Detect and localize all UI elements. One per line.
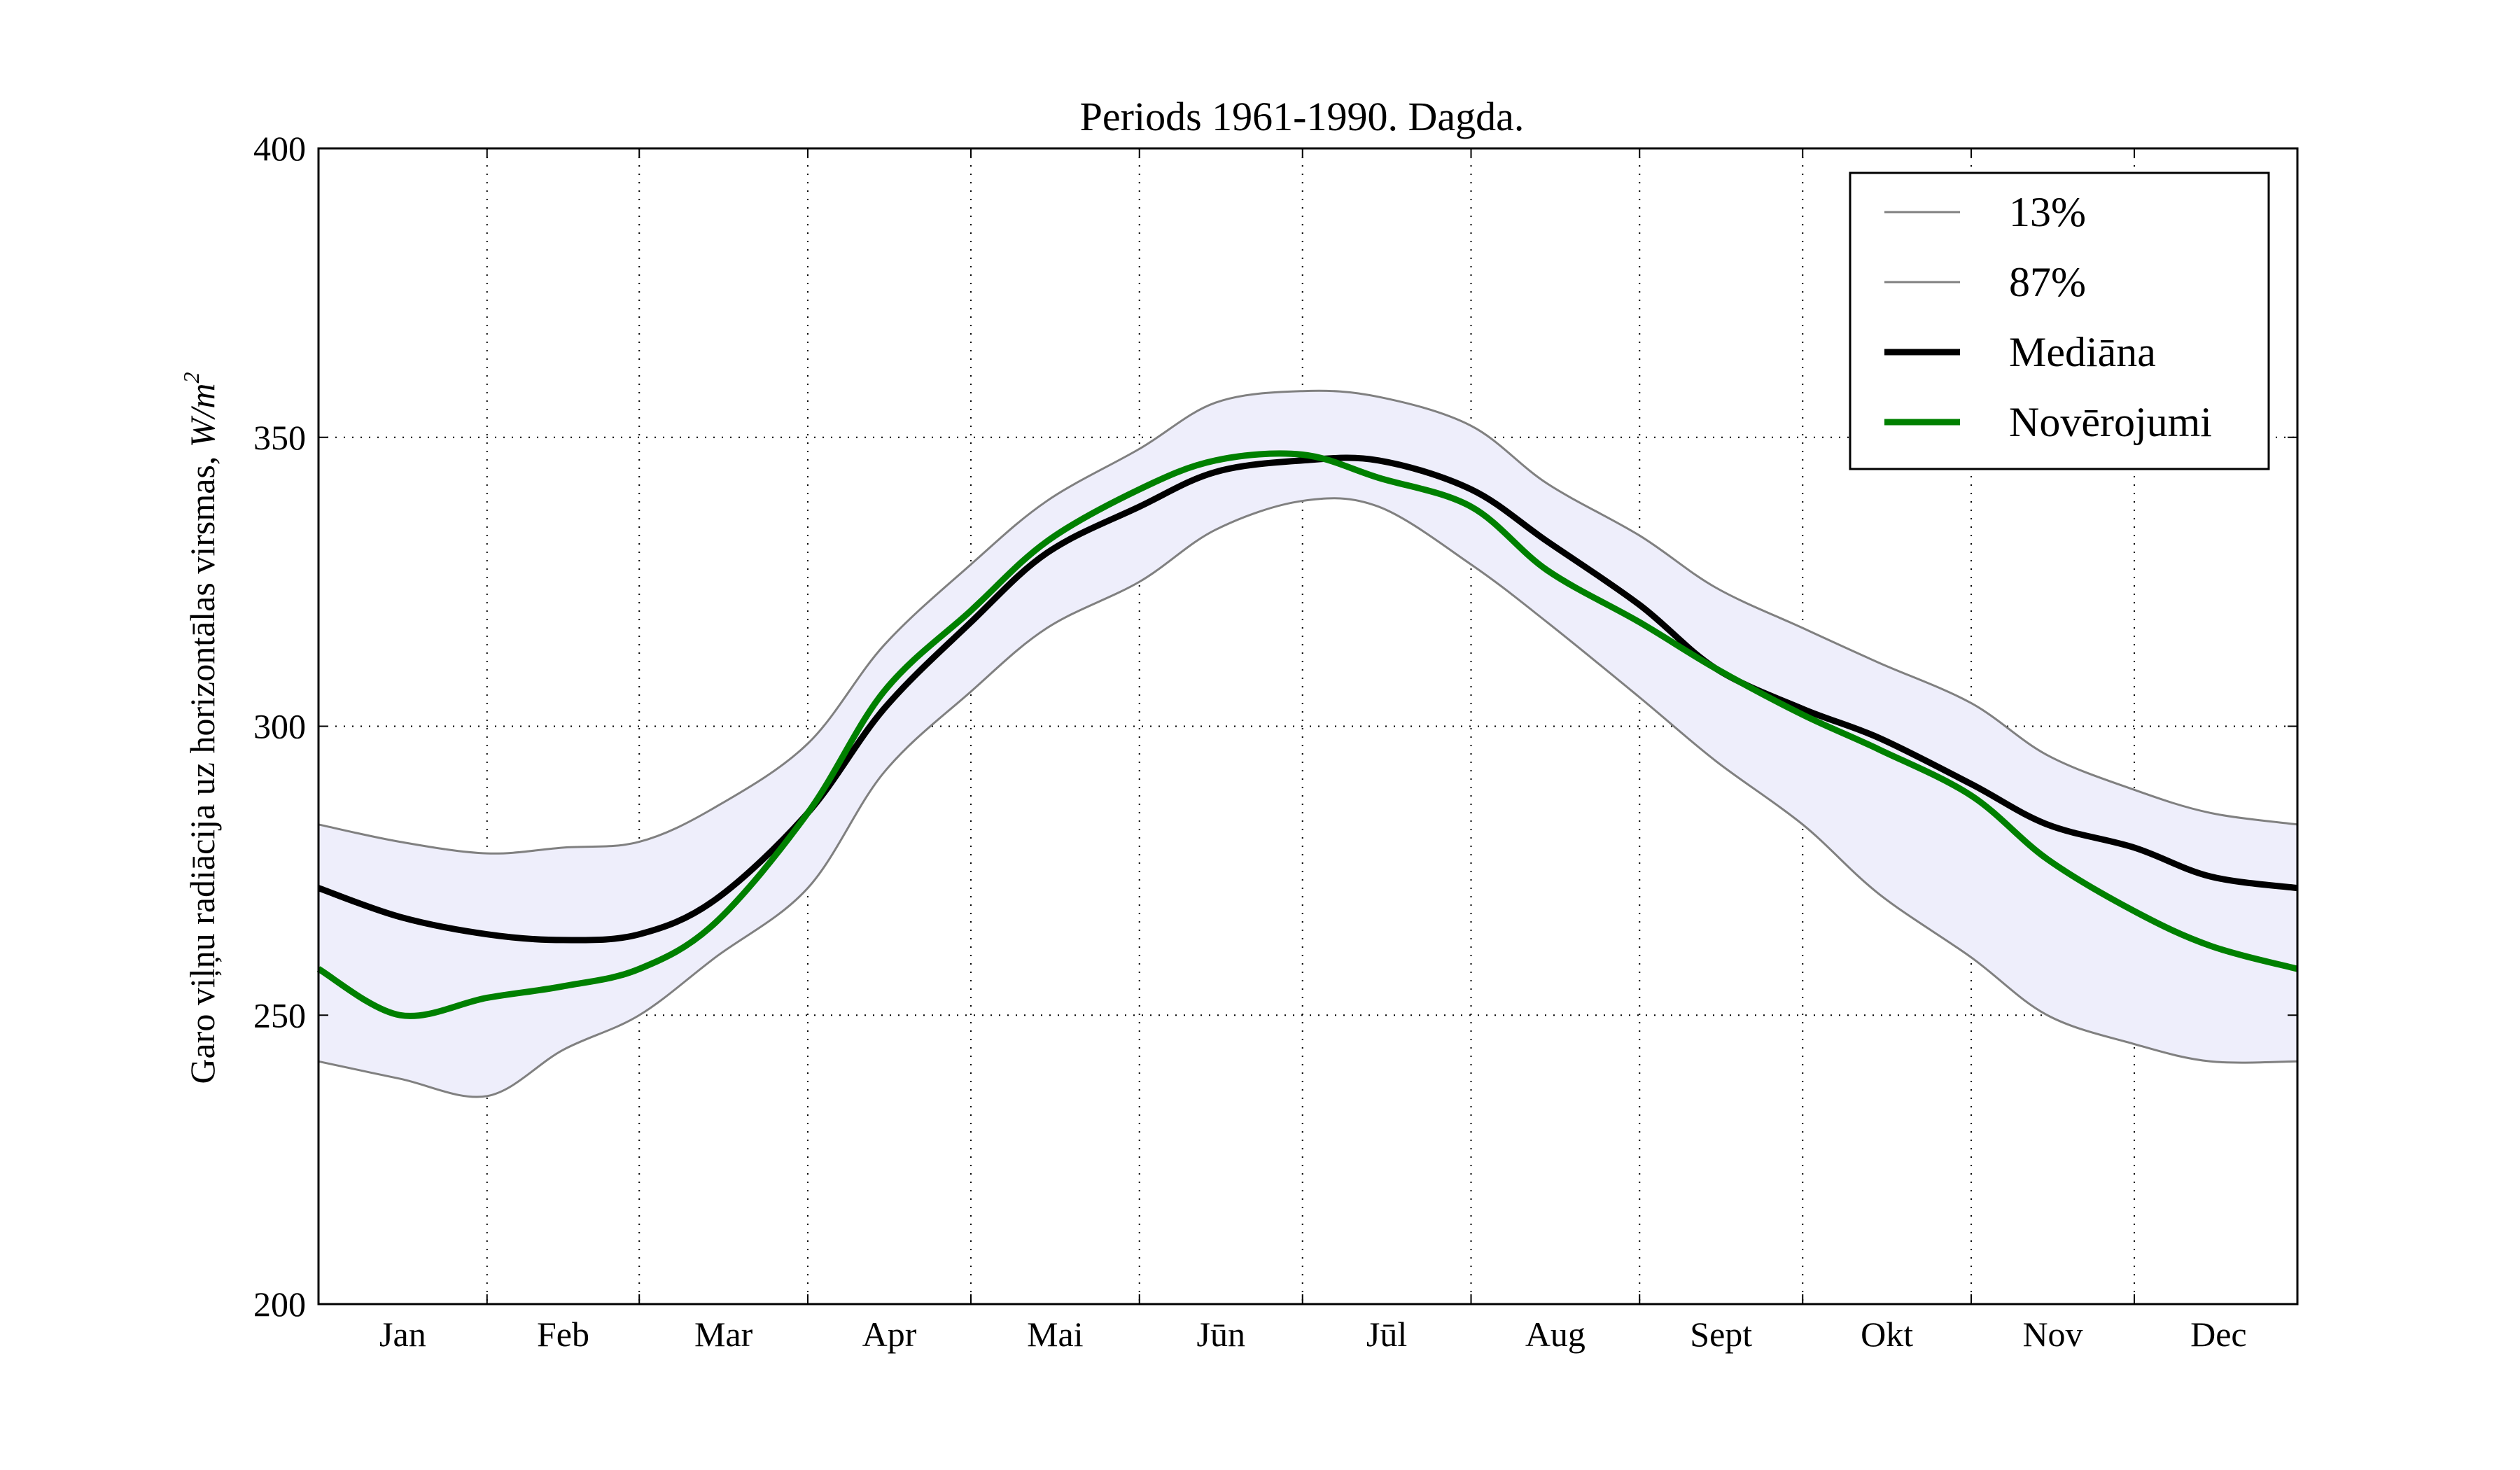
y-tick-label: 250	[253, 995, 306, 1035]
legend-label: 87%	[2009, 259, 2086, 305]
y-tick-label: 400	[253, 129, 306, 168]
x-tick-label: Nov	[2022, 1315, 2082, 1354]
legend-label: Mediāna	[2009, 329, 2156, 375]
y-tick-label: 200	[253, 1284, 306, 1324]
y-tick-label: 350	[253, 418, 306, 457]
plot-area: 200 250 300 350 400 Jan Feb Mar Apr Mai Jūn Jūl Aug S…	[253, 129, 2299, 1354]
x-tick-label: Aug	[1525, 1315, 1586, 1354]
legend-label: Novērojumi	[2009, 399, 2212, 445]
x-tick-label: Okt	[1861, 1315, 1913, 1354]
x-tick-label: Jūn	[1197, 1315, 1245, 1354]
series-line-median	[317, 454, 2298, 944]
x-tick-label: Jan	[379, 1315, 426, 1354]
x-tick-label: Sept	[1690, 1315, 1752, 1354]
x-tick-label: Mai	[1027, 1315, 1084, 1354]
percentile-band	[318, 391, 2297, 1098]
series-line-observations	[316, 450, 2299, 1019]
y-axis-label: Garo viļņu radiācija uz horizontālas vir…	[178, 372, 222, 1084]
x-tick-label: Jūl	[1366, 1315, 1407, 1354]
x-tick-label: Mar	[694, 1315, 753, 1354]
y-axis-label-unit: W/m	[183, 383, 222, 447]
svg-text:Garo viļņu radiācija uz horizo: Garo viļņu radiācija uz horizontālas vir…	[178, 372, 222, 1084]
x-tick-label: Dec	[2190, 1315, 2247, 1354]
legend-label: 13%	[2009, 189, 2086, 235]
series-line-87pct	[318, 389, 2298, 855]
x-tick-label: Apr	[862, 1315, 917, 1354]
y-tick-label: 300	[253, 707, 306, 746]
x-tick-label: Feb	[537, 1315, 589, 1354]
legend: 13% 87% Mediāna Novērojumi	[1849, 172, 2270, 470]
y-axis-label-exponent: 2	[178, 372, 204, 383]
y-axis-label-text: Garo viļņu radiācija uz horizontālas vir…	[183, 447, 222, 1084]
chart-title: Periods 1961-1990. Dagda.	[1080, 94, 1525, 139]
series-line-13pct	[318, 497, 2298, 1098]
